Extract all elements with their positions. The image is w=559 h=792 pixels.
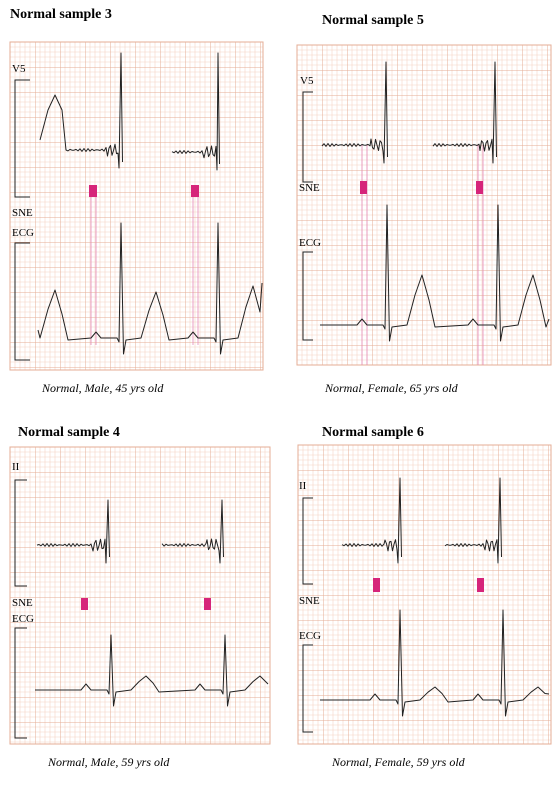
ecg-label: ECG xyxy=(12,227,34,239)
sne-label: SNE xyxy=(12,597,33,609)
marker xyxy=(360,181,367,194)
sne-trace xyxy=(444,477,502,564)
calibration-bracket xyxy=(14,479,27,587)
sne-trace xyxy=(321,61,388,164)
sne-label: SNE xyxy=(12,207,33,219)
ecg-trace xyxy=(320,609,550,717)
sne-trace xyxy=(171,52,220,171)
marker xyxy=(191,185,199,197)
sne-label: SNE xyxy=(299,595,320,607)
calibration-bracket xyxy=(14,627,27,739)
sne-trace xyxy=(161,499,224,564)
marker xyxy=(373,578,380,592)
calibration-bracket xyxy=(14,242,30,361)
marker xyxy=(204,598,211,610)
marker xyxy=(89,185,97,197)
lead-label: II xyxy=(299,480,307,492)
marker xyxy=(477,578,484,592)
caption: Normal, Male, 45 yrs old xyxy=(41,381,164,395)
ecg-grid xyxy=(297,444,552,745)
panel-title: Normal sample 4 xyxy=(18,425,120,440)
sne-trace xyxy=(341,477,402,564)
caption: Normal, Female, 65 yrs old xyxy=(324,381,459,395)
caption: Normal, Male, 59 yrs old xyxy=(47,755,170,769)
caption: Normal, Female, 59 yrs old xyxy=(331,755,466,769)
calibration-bracket xyxy=(302,91,313,183)
sne-label: SNE xyxy=(299,182,320,194)
panel-title: Normal sample 3 xyxy=(10,7,112,22)
ecg-grid xyxy=(9,446,271,745)
ecg-grid xyxy=(9,41,264,371)
ecg-trace xyxy=(35,634,269,707)
panel-title: Normal sample 5 xyxy=(322,13,424,28)
calibration-bracket xyxy=(302,644,313,733)
sne-trace xyxy=(432,61,497,164)
calibration-bracket xyxy=(14,79,30,198)
ecg-grid xyxy=(296,44,552,366)
ecg-label: ECG xyxy=(299,237,321,249)
ecg-trace xyxy=(37,222,263,355)
ecg-label: ECG xyxy=(12,613,34,625)
calibration-bracket xyxy=(302,497,313,585)
lead-label: V5 xyxy=(12,63,26,75)
marker xyxy=(81,598,88,610)
marker xyxy=(476,181,483,194)
lead-label: V5 xyxy=(300,75,314,87)
lead-label: II xyxy=(12,461,20,473)
sne-trace xyxy=(39,52,123,169)
sne-trace xyxy=(36,499,110,564)
ecg-label: ECG xyxy=(299,630,321,642)
panel-title: Normal sample 6 xyxy=(322,425,424,440)
ecg-trace xyxy=(320,204,550,342)
calibration-bracket xyxy=(302,251,313,341)
